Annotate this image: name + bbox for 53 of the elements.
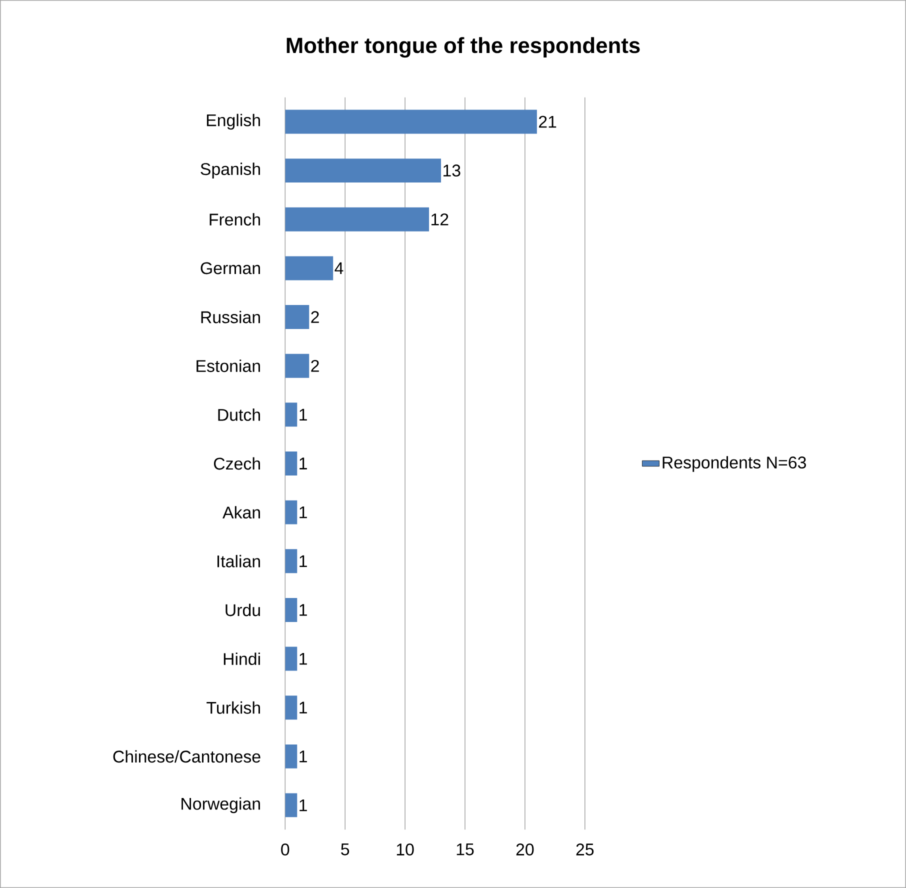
- bar: [285, 207, 430, 232]
- bar: [285, 696, 298, 720]
- y-tick-label: Estonian: [196, 360, 260, 372]
- y-tick-label: Akan: [222, 506, 260, 519]
- y-tick-label: Chinese/Cantonese: [113, 750, 260, 763]
- bar: [285, 354, 310, 378]
- y-tick-label: Dutch: [218, 408, 260, 421]
- y-tick-label: Russian: [201, 310, 260, 324]
- x-tick-label: 0: [281, 844, 290, 856]
- data-label: 2: [311, 311, 319, 323]
- bar: [285, 402, 298, 427]
- y-tick-label: Czech: [214, 457, 260, 470]
- data-label: 1: [300, 506, 307, 518]
- bar: [285, 646, 298, 671]
- data-label: 1: [300, 555, 307, 567]
- legend-label: Respondents N=63: [662, 456, 806, 472]
- y-tick-label: English: [206, 114, 260, 130]
- y-tick-label: Italian: [217, 554, 260, 568]
- data-label: 4: [334, 262, 344, 274]
- bar: [285, 305, 310, 330]
- data-label: 1: [300, 604, 307, 616]
- x-tick-label: 25: [576, 844, 594, 856]
- y-tick-label: French: [210, 213, 260, 226]
- y-tick-label: Urdu: [226, 604, 260, 616]
- data-label: 1: [300, 702, 307, 714]
- bar: [285, 744, 298, 768]
- y-tick-label: Hindi: [224, 652, 260, 666]
- y-tick-label: Norwegian: [182, 797, 260, 814]
- x-tick-label: 10: [396, 844, 414, 856]
- data-label: 1: [300, 750, 307, 762]
- bar: [285, 110, 537, 134]
- x-tick-label: 5: [341, 844, 350, 856]
- x-tick-label: 15: [456, 844, 474, 856]
- bar: [285, 793, 298, 818]
- data-label: 1: [300, 799, 307, 812]
- bar: [285, 256, 334, 280]
- bar: [285, 500, 298, 524]
- data-label: 13: [444, 164, 460, 177]
- y-tick-label: German: [200, 262, 260, 274]
- data-label: 21: [538, 116, 556, 128]
- data-label: 2: [311, 360, 319, 372]
- data-label: 12: [432, 213, 448, 226]
- bar: [285, 549, 298, 574]
- chart-title: Mother tongue of the respondents: [286, 37, 640, 58]
- bar: [285, 158, 442, 183]
- bar: [285, 598, 298, 622]
- y-tick-label: Turkish: [206, 701, 260, 714]
- y-tick-label: Spanish: [200, 162, 260, 178]
- data-label: 1: [300, 652, 307, 665]
- bar: [285, 452, 298, 476]
- x-tick-label: 20: [516, 844, 534, 856]
- data-label: 1: [300, 408, 307, 420]
- data-label: 1: [300, 458, 307, 470]
